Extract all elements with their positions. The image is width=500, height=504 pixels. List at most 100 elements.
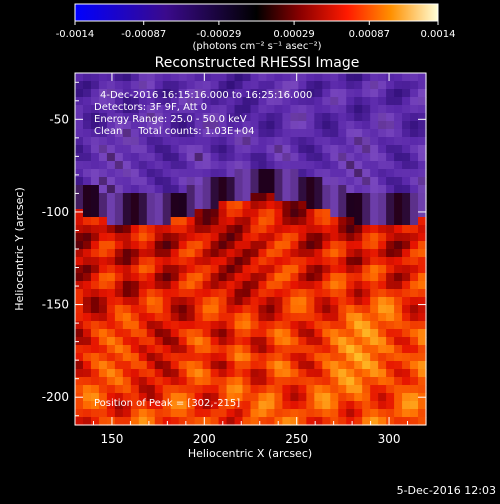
heatmap-cell xyxy=(130,81,140,90)
heatmap-cell xyxy=(178,289,188,298)
heatmap-cell xyxy=(418,209,427,218)
heatmap-cell xyxy=(130,249,140,258)
heatmap-cell xyxy=(402,329,411,338)
heatmap-cell xyxy=(282,369,291,378)
heatmap-cell xyxy=(250,249,260,258)
heatmap-cell xyxy=(194,257,204,266)
heatmap-cell xyxy=(402,257,411,266)
heatmap-cell xyxy=(394,121,403,130)
heatmap-cell xyxy=(90,297,100,306)
heatmap-cell xyxy=(362,105,371,114)
heatmap-cell xyxy=(298,401,307,410)
heatmap-cell xyxy=(90,193,100,202)
heatmap-cell xyxy=(338,185,347,194)
heatmap-cell xyxy=(410,105,419,114)
heatmap-cell xyxy=(330,225,339,234)
heatmap-cell xyxy=(226,129,236,138)
heatmap-cell xyxy=(378,153,387,162)
heatmap-cell xyxy=(386,321,395,330)
heatmap-cell xyxy=(386,161,395,170)
heatmap-cell xyxy=(194,193,204,202)
heatmap-cell xyxy=(250,305,260,314)
heatmap-cell xyxy=(130,353,140,362)
heatmap-cell xyxy=(170,97,180,106)
heatmap-cell xyxy=(154,329,164,338)
heatmap-cell xyxy=(258,177,268,186)
heatmap-cell xyxy=(106,113,116,122)
heatmap-cell xyxy=(298,161,307,170)
heatmap-cell xyxy=(354,329,363,338)
heatmap-cell xyxy=(146,313,156,322)
heatmap-cell xyxy=(402,97,411,106)
heatmap-cell xyxy=(362,137,371,146)
heatmap-cell xyxy=(154,129,164,138)
heatmap-cell xyxy=(258,393,268,402)
heatmap-cell xyxy=(210,353,220,362)
heatmap-cell xyxy=(258,73,268,82)
heatmap-cell xyxy=(314,249,323,258)
heatmap-cell xyxy=(122,97,132,106)
heatmap-cell xyxy=(226,409,236,418)
heatmap-cell xyxy=(354,249,363,258)
heatmap-cell xyxy=(266,225,276,234)
heatmap-cell xyxy=(402,289,411,298)
heatmap-cell xyxy=(122,313,132,322)
heatmap-cell xyxy=(186,353,196,362)
heatmap-cell xyxy=(75,185,84,194)
heatmap-cell xyxy=(290,297,299,306)
heatmap-cell xyxy=(258,225,268,234)
heatmap-cell xyxy=(418,249,427,258)
x-tick-label: 300 xyxy=(378,432,401,446)
heatmap-cell xyxy=(194,289,204,298)
heatmap-cell xyxy=(242,281,252,290)
heatmap-cell xyxy=(210,385,220,394)
heatmap-cell xyxy=(210,161,220,170)
heatmap-cell xyxy=(298,345,307,354)
heatmap-cell xyxy=(106,145,116,154)
heatmap-cell xyxy=(298,313,307,322)
heatmap-cell xyxy=(186,169,196,178)
heatmap-cell xyxy=(266,345,276,354)
heatmap-cell xyxy=(210,209,220,218)
heatmap-cell xyxy=(234,137,244,146)
heatmap-cell xyxy=(154,89,164,98)
heatmap-cell xyxy=(330,177,339,186)
heatmap-cell xyxy=(370,329,379,338)
heatmap-cell xyxy=(418,353,427,362)
heatmap-cell xyxy=(290,137,299,146)
heatmap-cell xyxy=(226,241,236,250)
heatmap-cell xyxy=(290,129,299,138)
heatmap-cell xyxy=(258,193,268,202)
heatmap-cell xyxy=(170,177,180,186)
heatmap-cell xyxy=(242,377,252,386)
heatmap-cell xyxy=(162,409,172,418)
heatmap-cell xyxy=(330,105,339,114)
heatmap-cell xyxy=(314,281,323,290)
heatmap-cell xyxy=(370,281,379,290)
heatmap-cell xyxy=(218,217,228,226)
heatmap-cell xyxy=(114,137,124,146)
heatmap-cell xyxy=(186,361,196,370)
heatmap-cell xyxy=(138,401,148,410)
heatmap-cell xyxy=(258,345,268,354)
heatmap-cell xyxy=(218,161,228,170)
heatmap-cell xyxy=(362,393,371,402)
heatmap-cell xyxy=(362,361,371,370)
heatmap-cell xyxy=(378,193,387,202)
heatmap-cell xyxy=(186,257,196,266)
heatmap-cell xyxy=(170,385,180,394)
heatmap-cell xyxy=(298,289,307,298)
heatmap-cell xyxy=(178,377,188,386)
heatmap-cell xyxy=(314,161,323,170)
heatmap-cell xyxy=(218,385,228,394)
heatmap-cell xyxy=(266,145,276,154)
heatmap-cell xyxy=(354,337,363,346)
heatmap-cell xyxy=(314,417,323,426)
heatmap-cell xyxy=(138,321,148,330)
heatmap-cell xyxy=(250,257,260,266)
heatmap-cell xyxy=(282,97,291,106)
heatmap-cell xyxy=(330,193,339,202)
heatmap-cell xyxy=(154,297,164,306)
heatmap-cell xyxy=(250,185,260,194)
heatmap-cell xyxy=(338,409,347,418)
